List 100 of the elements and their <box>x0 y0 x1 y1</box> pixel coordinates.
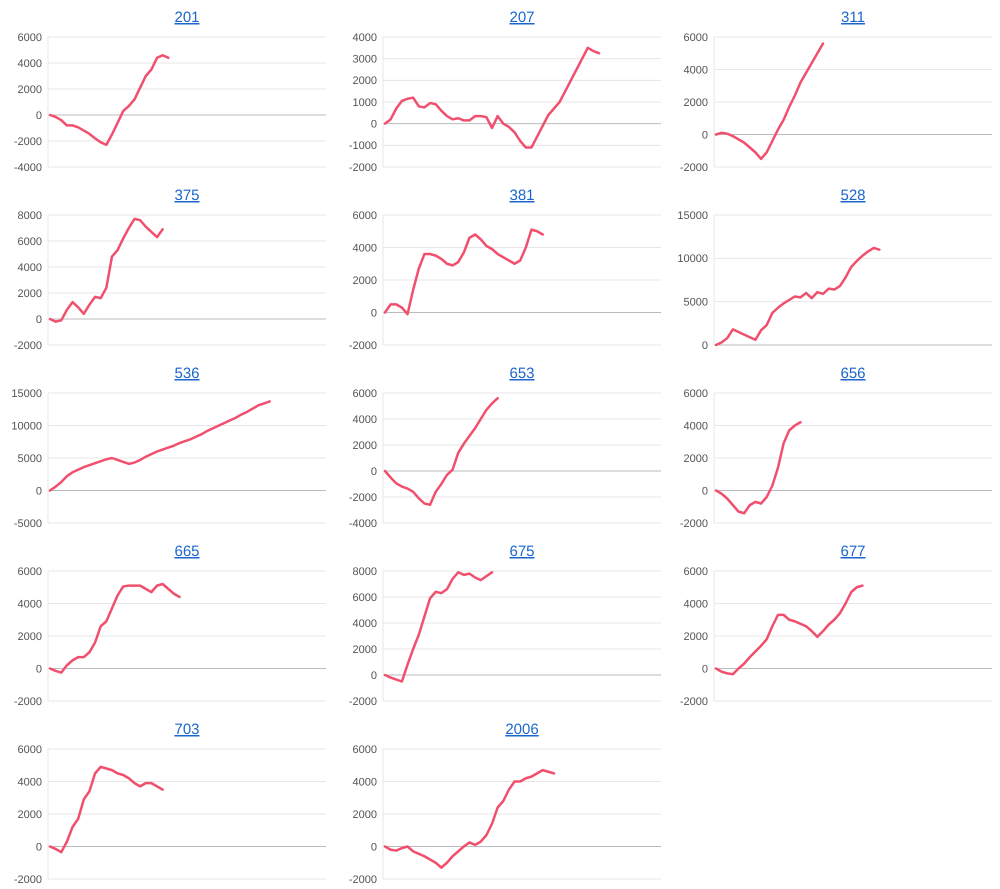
y-tick-label: 2000 <box>684 630 708 643</box>
y-tick-label: -2000 <box>680 696 708 708</box>
chart-title: 653 <box>509 365 535 382</box>
y-tick-label: 4000 <box>18 262 42 274</box>
y-tick-label: 5000 <box>684 296 708 309</box>
y-tick-label: 4000 <box>352 32 377 44</box>
y-tick-label: -2000 <box>680 162 708 174</box>
y-tick-label: -2000 <box>348 340 377 352</box>
line-series <box>384 228 544 316</box>
line-series <box>48 766 164 854</box>
y-tick-label: 4000 <box>352 242 377 254</box>
line-series <box>714 42 824 160</box>
line-series <box>714 246 881 346</box>
y-tick-label: -2000 <box>348 696 377 708</box>
chart-title: 665 <box>174 543 200 560</box>
line-series <box>48 54 170 146</box>
line-series <box>714 584 864 676</box>
y-tick-label: 6000 <box>352 592 377 604</box>
chart-title: 703 <box>174 721 200 738</box>
y-tick-label: -4000 <box>348 518 377 530</box>
line-series <box>384 396 499 506</box>
y-tick-label: 4000 <box>684 64 708 76</box>
y-tick-label: 0 <box>370 841 377 854</box>
y-tick-label: 8000 <box>352 566 377 578</box>
y-tick-label: 6000 <box>352 744 377 756</box>
line-series <box>384 768 556 869</box>
y-tick-label: 6000 <box>18 566 42 578</box>
y-tick-label: 5000 <box>18 452 42 465</box>
chart-title: 677 <box>840 543 866 560</box>
y-tick-label: 0 <box>370 118 377 131</box>
y-tick-label: 0 <box>702 485 708 498</box>
y-tick-label: 1000 <box>352 96 377 109</box>
y-tick-label: 6000 <box>18 744 42 756</box>
y-tick-label: 8000 <box>18 210 42 222</box>
line-series <box>48 582 181 674</box>
line-series <box>48 400 271 492</box>
y-tick-label: -2000 <box>348 874 377 886</box>
y-tick-label: 0 <box>370 307 377 320</box>
y-tick-label: 10000 <box>677 253 708 266</box>
y-tick-label: 2000 <box>18 630 42 643</box>
y-tick-label: 2000 <box>684 452 708 465</box>
y-tick-label: 6000 <box>18 32 42 44</box>
y-tick-label: 2000 <box>18 288 42 300</box>
y-tick-label: -2000 <box>14 136 42 148</box>
y-tick-label: 0 <box>702 663 708 676</box>
y-tick-label: 4000 <box>684 598 708 610</box>
y-tick-label: 6000 <box>352 388 377 400</box>
y-tick-label: 0 <box>36 110 42 122</box>
y-tick-label: 0 <box>702 129 708 142</box>
y-tick-label: 10000 <box>11 420 42 432</box>
y-tick-label: 4000 <box>352 776 377 788</box>
y-tick-label: 15000 <box>11 388 42 400</box>
chart-title: 656 <box>840 365 866 382</box>
y-tick-label: -2000 <box>348 162 377 174</box>
y-tick-label: -4000 <box>14 162 42 174</box>
y-tick-label: -2000 <box>14 340 42 352</box>
y-tick-label: 15000 <box>677 210 708 222</box>
chart-title: 528 <box>840 187 866 204</box>
line-series <box>48 218 164 323</box>
y-tick-label: 0 <box>36 485 42 498</box>
y-tick-label: -2000 <box>348 492 377 504</box>
y-tick-label: 0 <box>36 663 42 676</box>
chart-title: 675 <box>509 543 535 560</box>
y-tick-label: 6000 <box>684 32 708 44</box>
y-tick-label: 4000 <box>352 618 377 630</box>
y-tick-label: 6000 <box>684 388 708 400</box>
chart-title: 207 <box>509 9 535 26</box>
y-tick-label: 6000 <box>352 210 377 222</box>
y-tick-label: 4000 <box>18 58 42 70</box>
chart-title: 311 <box>841 9 865 26</box>
y-tick-label: 3000 <box>352 54 377 66</box>
y-tick-label: 2000 <box>352 274 377 287</box>
y-tick-label: 4000 <box>352 414 377 426</box>
chart-title: 375 <box>174 187 200 204</box>
y-tick-label: 4000 <box>684 420 708 432</box>
y-tick-label: 0 <box>370 466 377 478</box>
chart-title: 381 <box>509 187 535 204</box>
y-tick-label: 0 <box>36 841 42 854</box>
y-tick-label: 0 <box>370 670 377 682</box>
y-tick-label: -2000 <box>14 696 42 708</box>
y-tick-label: 4000 <box>18 776 42 788</box>
line-series <box>714 421 802 514</box>
y-tick-label: 2000 <box>18 84 42 96</box>
y-tick-label: 2000 <box>352 440 377 452</box>
y-tick-label: -2000 <box>14 874 42 886</box>
y-tick-label: 6000 <box>684 566 708 578</box>
line-series <box>384 571 494 683</box>
y-tick-label: 2000 <box>352 644 377 656</box>
y-tick-label: 2000 <box>684 96 708 109</box>
chart-title: 2006 <box>505 721 539 738</box>
y-tick-label: 0 <box>36 314 42 326</box>
y-tick-label: -5000 <box>14 518 42 530</box>
y-tick-label: -2000 <box>680 518 708 530</box>
chart-title: 201 <box>174 9 200 26</box>
y-tick-label: 2000 <box>18 808 42 821</box>
chart-title: 536 <box>174 365 200 382</box>
line-series <box>384 46 600 149</box>
y-tick-label: 2000 <box>352 808 377 821</box>
y-tick-label: 6000 <box>18 236 42 248</box>
y-tick-label: 0 <box>702 340 708 352</box>
